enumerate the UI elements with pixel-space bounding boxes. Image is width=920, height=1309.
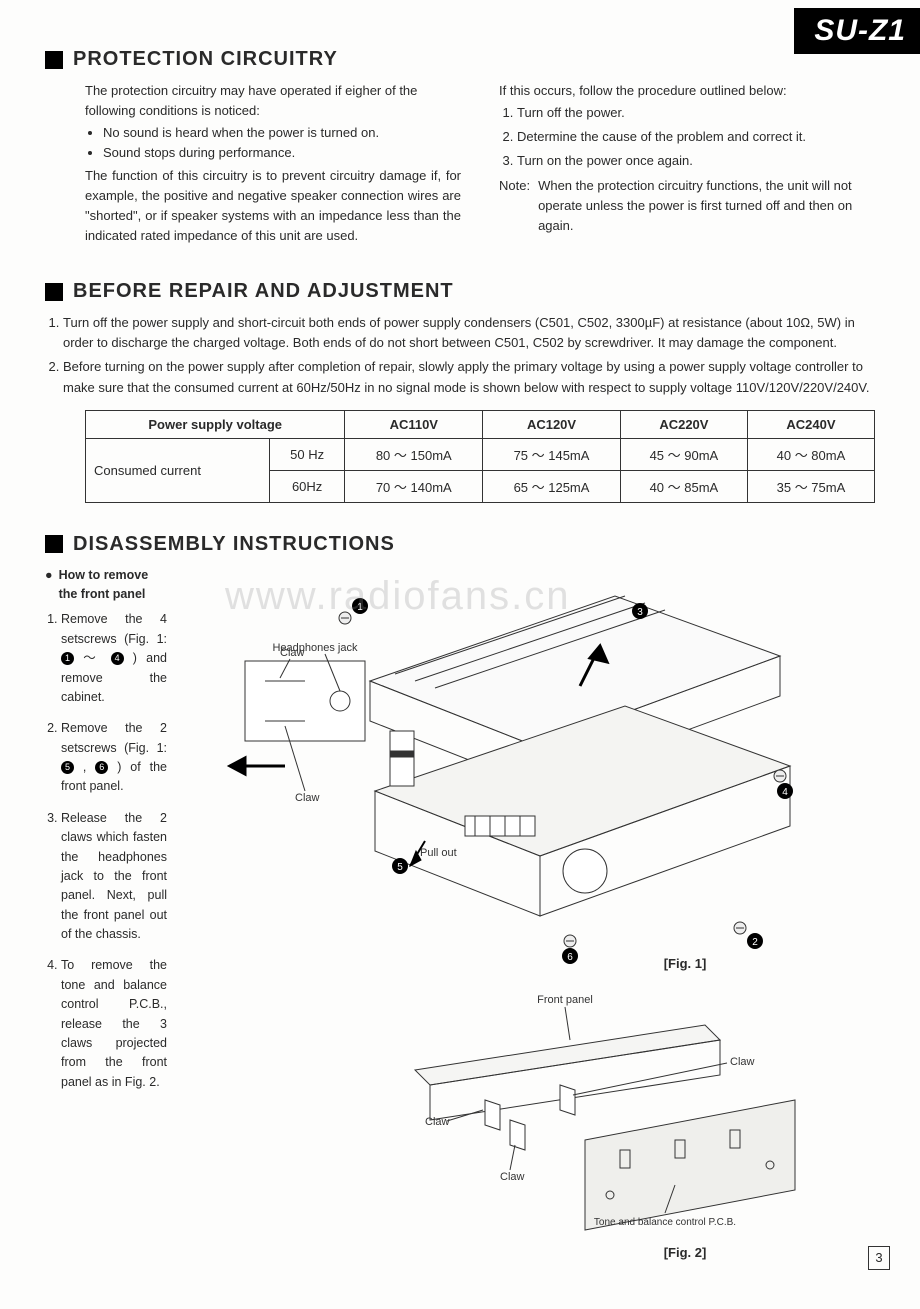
protection-bullet: No sound is heard when the power is turn…: [103, 123, 461, 143]
table-cell: 35 ～ 75mA: [747, 470, 874, 502]
note-label: Note:: [499, 176, 530, 236]
table-cell: 45 ～ 90mA: [620, 438, 747, 470]
disassembly-instructions: ●How to remove the front panel Remove th…: [45, 566, 167, 1260]
before-repair-steps: Turn off the power supply and short-circ…: [63, 313, 875, 398]
figure-2: Front panel Claw Claw Claw Tone and bala…: [375, 985, 875, 1245]
svg-text:2: 2: [752, 937, 758, 948]
table-cell: 65 ～ 125mA: [483, 470, 621, 502]
disassembly-step: Remove the 2 setscrews (Fig. 1: 5 , 6 ) …: [61, 719, 167, 797]
note-text: When the protection circuitry functions,…: [538, 176, 875, 236]
fig2-label: [Fig. 2]: [495, 1245, 875, 1260]
table-header: AC240V: [747, 410, 874, 438]
protection-step: Turn on the power once again.: [517, 151, 875, 171]
protection-left-para: The function of this circuitry is to pre…: [85, 166, 461, 247]
heading-protection: PROTECTION CIRCUITRY: [45, 48, 875, 71]
svg-text:6: 6: [567, 952, 573, 963]
table-cell: 80 ～ 150mA: [345, 438, 483, 470]
table-header: AC220V: [620, 410, 747, 438]
protection-step: Determine the cause of the problem and c…: [517, 127, 875, 147]
table-cell: 40 ～ 80mA: [747, 438, 874, 470]
figure-1: 1 2 3 4 5 6 Claw Headphones jack Claw: [185, 566, 795, 966]
table-cell: 60Hz: [269, 470, 345, 502]
table-header: AC110V: [345, 410, 483, 438]
annot-hpjack: Headphones jack: [272, 642, 358, 654]
annot-claw-l: Claw: [425, 1116, 450, 1128]
protection-bullet: Sound stops during performance.: [103, 143, 461, 163]
page-number: 3: [868, 1246, 890, 1270]
before-repair-step: Before turning on the power supply after…: [63, 357, 875, 397]
annot-claw-r: Claw: [730, 1056, 755, 1068]
disassembly-step: Remove the 4 setscrews (Fig. 1: 1 ～ 4 ) …: [61, 610, 167, 707]
annot-pullout: Pull out: [420, 847, 457, 859]
disassembly-step: To remove the tone and balance control P…: [61, 956, 167, 1092]
heading-disassembly: DISASSEMBLY INSTRUCTIONS: [45, 533, 875, 556]
protection-steps: Turn off the power. Determine the cause …: [517, 103, 875, 171]
disassembly-step: Release the 2 claws which fasten the hea…: [61, 809, 167, 945]
diagram-area: www.radiofans.cn: [185, 566, 875, 1260]
disassembly-subhead: How to remove the front panel: [59, 566, 167, 605]
table-rowhead: Consumed current: [86, 438, 270, 502]
protection-left-intro: The protection circuitry may have operat…: [85, 81, 461, 121]
fig1-label: [Fig. 1]: [495, 956, 875, 971]
table-header: AC120V: [483, 410, 621, 438]
model-badge: SU-Z1: [794, 8, 920, 54]
annot-claw-b: Claw: [500, 1171, 525, 1183]
protection-note: Note: When the protection circuitry func…: [499, 176, 875, 236]
table-cell: 70 ～ 140mA: [345, 470, 483, 502]
annot-frontpanel: Front panel: [537, 994, 593, 1006]
before-repair-step: Turn off the power supply and short-circ…: [63, 313, 875, 353]
protection-bullets: No sound is heard when the power is turn…: [103, 123, 461, 163]
protection-right-intro: If this occurs, follow the procedure out…: [499, 81, 875, 101]
protection-body: The protection circuitry may have operat…: [85, 81, 875, 246]
svg-text:4: 4: [782, 787, 788, 798]
heading-before-repair: BEFORE REPAIR AND ADJUSTMENT: [45, 280, 875, 303]
table-cell: 75 ～ 145mA: [483, 438, 621, 470]
svg-text:1: 1: [357, 602, 363, 613]
annot-claw2: Claw: [295, 792, 320, 804]
voltage-table: Power supply voltage AC110V AC120V AC220…: [85, 410, 875, 503]
table-header: Power supply voltage: [86, 410, 345, 438]
svg-text:3: 3: [637, 607, 643, 618]
table-cell: 50 Hz: [269, 438, 345, 470]
svg-text:5: 5: [397, 862, 403, 873]
table-cell: 40 ～ 85mA: [620, 470, 747, 502]
annot-pcb: Tone and balance control P.C.B.: [594, 1217, 736, 1228]
protection-step: Turn off the power.: [517, 103, 875, 123]
